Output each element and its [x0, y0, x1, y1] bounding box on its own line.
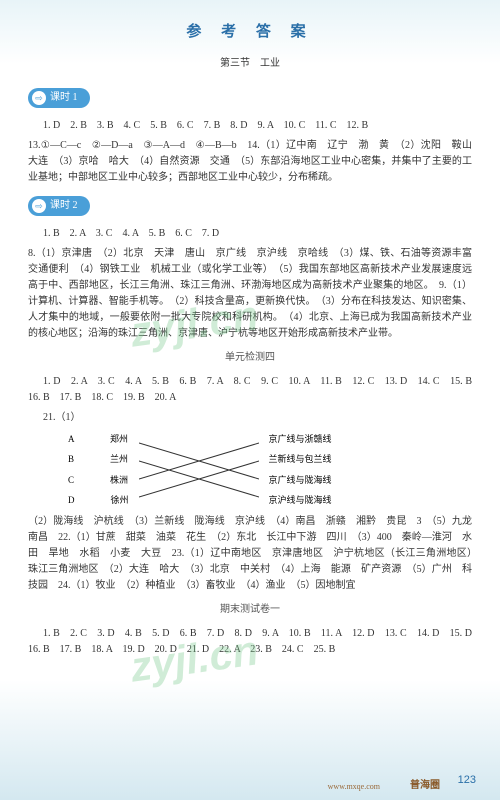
match-right-1: 京广线与浙赣线 — [269, 432, 332, 446]
match-right-2: 兰新线与包兰线 — [269, 452, 332, 466]
page-title: 参 考 答 案 — [28, 20, 472, 44]
match-lines — [139, 435, 259, 505]
lesson1-tag: 课时 1 — [28, 88, 90, 108]
unit4-title: 单元检测四 — [28, 350, 472, 366]
final-title: 期末测试卷一 — [28, 602, 472, 618]
brand-url: www.mxqe.com — [328, 781, 380, 794]
unit4-answers-1: 1. D 2. A 3. C 4. A 5. B 6. B 7. A 8. C … — [28, 374, 472, 406]
lesson1-answers-2: 13.①—C—c ②—D—a ③—A—d ④—B—b 14.（1）辽中南 辽宁 … — [28, 138, 472, 186]
match-right-col: 京广线与浙赣线 兰新线与包兰线 京广线与陇海线 京沪线与陇海线 — [269, 432, 332, 508]
match-diagram: A 郑州 B 兰州 C 株洲 D 徐州 京广线与浙赣线 兰新线与包兰线 京广线与… — [68, 432, 472, 508]
match-left-col: A 郑州 B 兰州 C 株洲 D 徐州 — [68, 432, 129, 508]
match-right-4: 京沪线与陇海线 — [269, 493, 332, 507]
match-right-3: 京广线与陇海线 — [269, 473, 332, 487]
match-left-b: B 兰州 — [68, 452, 129, 466]
match-left-a: A 郑州 — [68, 432, 129, 446]
lesson2-tag: 课时 2 — [28, 196, 90, 216]
final-answers: 1. B 2. C 3. D 4. B 5. D 6. B 7. D 8. D … — [28, 626, 472, 658]
section3-title: 第三节 工业 — [28, 56, 472, 72]
lesson2-answers-1: 1. B 2. A 3. C 4. A 5. B 6. C 7. D — [28, 226, 472, 242]
match-left-c: C 株洲 — [68, 473, 129, 487]
match-left-d: D 徐州 — [68, 493, 129, 507]
lesson2-answers-2: 8.（1）京津唐 （2）北京 天津 唐山 京广线 京沪线 京哈线 （3）煤、铁、… — [28, 246, 472, 342]
lesson1-answers-1: 1. D 2. B 3. B 4. C 5. B 6. C 7. B 8. D … — [28, 118, 472, 134]
unit4-answers-3: （2）陇海线 沪杭线 （3）兰新线 陇海线 京沪线 （4）南昌 浙赣 湘黔 贵昆… — [28, 514, 472, 594]
brand-logo-text: 普海圈 — [410, 778, 440, 794]
page-number: 123 — [458, 772, 476, 790]
unit4-q21: 21.（1） — [28, 410, 472, 426]
